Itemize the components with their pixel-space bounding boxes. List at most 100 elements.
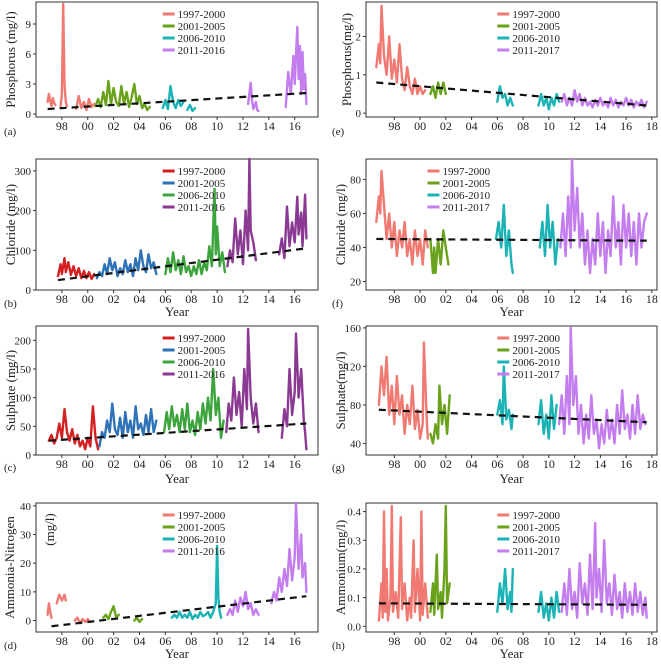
plot-frame xyxy=(35,502,319,633)
x-tick-label: 12 xyxy=(569,634,581,648)
x-tick-label: 08 xyxy=(517,292,529,306)
series-line-2 xyxy=(162,367,225,439)
x-tick-label: 06 xyxy=(491,457,503,471)
y-tick-label: 160 xyxy=(345,323,362,335)
x-tick-label: 16 xyxy=(620,119,632,133)
y-tick-label: 0.4 xyxy=(347,507,361,519)
y-tick-label: 40 xyxy=(350,438,362,450)
y-tick-label: 0 xyxy=(26,616,32,628)
legend-label: 2001-2005 xyxy=(512,21,560,33)
series-line-2 xyxy=(164,187,227,278)
x-tick-label: 02 xyxy=(108,119,120,133)
x-tick-label: 06 xyxy=(491,292,503,306)
x-tick-label: 98 xyxy=(56,119,68,133)
x-tick-label: 14 xyxy=(594,119,606,133)
chart-panel-g: 98 00 02 04 06 08 10 12 14 16 18 40 80 120 160 Sulphate… xyxy=(332,323,658,486)
y-tick-label: 10 xyxy=(20,587,32,599)
x-tick-label: 08 xyxy=(185,634,197,648)
x-tick-label: 18 xyxy=(646,292,658,306)
legend-label: 2011-2017 xyxy=(512,45,560,57)
legend-label: 2006-2010 xyxy=(512,33,560,45)
legend-label: 2006-2010 xyxy=(178,534,226,546)
x-tick-label: 12 xyxy=(569,292,581,306)
series-line-3 xyxy=(102,605,120,621)
panel-label: (a) xyxy=(4,126,17,138)
legend-label: 2001-2005 xyxy=(178,522,226,534)
x-axis-label: Year xyxy=(500,304,525,319)
x-tick-label: 18 xyxy=(646,457,658,471)
x-tick-label: 00 xyxy=(82,292,94,306)
x-tick-label: 08 xyxy=(517,119,529,133)
x-tick-label: 08 xyxy=(185,457,197,471)
series-line-3 xyxy=(537,394,558,440)
x-tick-label: 14 xyxy=(263,457,275,471)
x-tick-label: 16 xyxy=(289,292,301,306)
x-tick-label: 00 xyxy=(82,119,94,133)
panel-label: (h) xyxy=(332,640,345,652)
series-line-1 xyxy=(59,2,69,108)
x-tick-label: 10 xyxy=(543,457,555,471)
legend-label: 2011-2017 xyxy=(442,202,490,214)
plot-frame xyxy=(35,158,319,291)
x-tick-label: 18 xyxy=(646,634,658,648)
x-tick-label: 18 xyxy=(646,119,658,133)
x-tick-label: 00 xyxy=(414,457,426,471)
panel-label: (e) xyxy=(332,126,345,138)
y-tick-label: 80 xyxy=(350,174,362,186)
series-line-3 xyxy=(94,79,151,112)
trend-line xyxy=(378,408,647,424)
legend-label: 2006-2010 xyxy=(512,534,560,546)
legend-label: 1997-2000 xyxy=(178,166,226,178)
x-tick-label: 04 xyxy=(466,634,478,648)
legend-label: 2011-2016 xyxy=(178,546,226,558)
x-tick-label: 16 xyxy=(620,292,632,306)
y-axis-label: Sulphate(mg/l) xyxy=(333,352,348,430)
y-tick-label: 0.0 xyxy=(347,621,361,633)
series-line-3 xyxy=(226,157,258,268)
y-tick-label: 30 xyxy=(20,530,32,542)
x-tick-label: 12 xyxy=(237,634,249,648)
series-line-5 xyxy=(186,103,197,113)
trend-line xyxy=(51,595,307,628)
x-tick-label: 02 xyxy=(440,119,452,133)
y-axis-label: Chloride (mg/l) xyxy=(3,184,18,265)
plot-frame xyxy=(365,158,658,291)
y-axis-label: Phosphorus (mg/l) xyxy=(3,11,18,107)
legend-label: 2011-2017 xyxy=(512,546,560,558)
x-tick-label: 10 xyxy=(211,634,223,648)
y-tick-label: 50 xyxy=(20,421,32,433)
chart-panel-b: 98 00 02 04 06 08 10 12 14 16 0 100 200 300 Chloride (… xyxy=(3,157,319,319)
x-tick-label: 16 xyxy=(289,457,301,471)
legend-label: 2011-2016 xyxy=(178,369,226,381)
y-axis-label: Ammonia-Nitrogen xyxy=(2,516,17,619)
series-line-1 xyxy=(429,81,447,99)
trend-line xyxy=(376,81,647,107)
series-line-3 xyxy=(225,327,260,434)
y-tick-label: 3 xyxy=(26,79,32,91)
legend-label: 1997-2000 xyxy=(178,9,226,21)
series-line-0 xyxy=(46,92,57,108)
legend-label: 2001-2005 xyxy=(178,345,226,357)
x-tick-label: 98 xyxy=(388,292,400,306)
y-tick-label: 100 xyxy=(15,245,32,257)
chart-panel-d: 98 00 02 04 06 08 10 12 14 16 0 10 20 30 40Ammonia-Nit… xyxy=(2,501,319,661)
x-tick-label: 12 xyxy=(237,457,249,471)
x-tick-label: 04 xyxy=(466,292,478,306)
y-tick-label: 6 xyxy=(26,49,32,61)
x-tick-label: 04 xyxy=(133,292,145,306)
x-tick-label: 10 xyxy=(211,119,223,133)
panel-label: (f) xyxy=(332,298,343,310)
legend-label: 1997-2000 xyxy=(178,510,226,522)
series-line-3 xyxy=(537,590,561,622)
y-tick-label: 9 xyxy=(26,19,32,31)
y-tick-label: 60 xyxy=(350,208,362,220)
plot-frame xyxy=(365,325,658,456)
y-axis-label-unit: (mg/l) xyxy=(42,513,57,546)
plot-frame xyxy=(365,502,658,633)
series-line-0 xyxy=(377,341,429,440)
legend-label: 2001-2005 xyxy=(512,345,560,357)
